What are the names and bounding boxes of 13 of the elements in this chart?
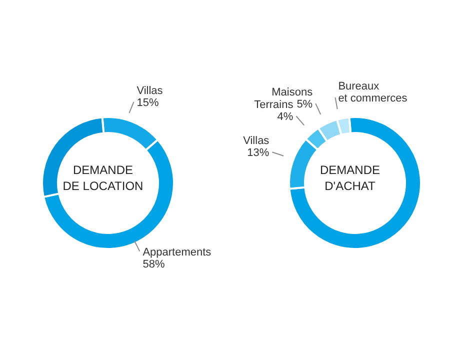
- slice-label: Terrains: [254, 99, 294, 112]
- data-label: 4%: [277, 111, 294, 124]
- data-label: 15%: [136, 96, 159, 109]
- slice-label: Maisons: [272, 86, 314, 99]
- slice-label: Villas: [136, 84, 164, 97]
- slice-label: Villas: [243, 135, 270, 148]
- data-label: 58%: [142, 258, 165, 270]
- data-label: 13%: [247, 147, 270, 160]
- text: DEMANDE D'ACHAT: [320, 163, 380, 193]
- slice-label: Bureaux et commerces: [338, 80, 408, 104]
- slice-label: Appartements: [142, 246, 212, 258]
- data-label: 5%: [296, 98, 313, 111]
- text: DEMANDE DE LOCATION: [62, 163, 144, 193]
